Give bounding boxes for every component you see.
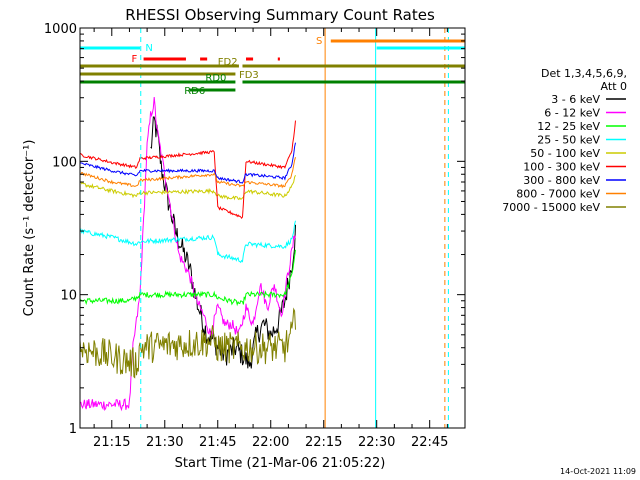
flag-label-fd2: FD2 [218,57,238,68]
series-line-3 [79,220,296,264]
y-tick-label-2: 100 [52,155,77,170]
legend-label-8: 7000 - 15000 keV [502,201,600,214]
legend-label-6: 300 - 800 keV [523,174,600,187]
x-tick-label-1: 21:30 [146,435,183,450]
x-tick-label-3: 22:00 [252,435,289,450]
legend-label-5: 100 - 300 keV [523,161,600,174]
flag-label-rd6: RD6 [184,86,205,97]
legend-label-2: 12 - 25 keV [537,120,600,133]
series-line-5 [79,120,296,220]
chart-title: RHESSI Observing Summary Count Rates [125,6,435,24]
y-tick-label-3: 1000 [44,22,77,37]
series-line-0 [150,116,296,369]
plot-frame [79,27,466,429]
y-tick-label-0: 1 [69,422,77,437]
legend-label-7: 800 - 7000 keV [516,188,600,201]
series-line-7 [79,157,296,189]
x-tick-label-0: 21:15 [93,435,130,450]
x-tick-label-4: 22:15 [305,435,342,450]
series-line-1 [79,97,296,412]
legend-header-0: Det 1,3,4,5,6,9, [541,67,627,80]
legend-label-1: 6 - 12 keV [544,107,600,120]
x-tick-label-5: 22:30 [358,435,395,450]
legend-label-0: 3 - 6 keV [551,93,600,106]
flag-label-rd0: RD0 [205,73,226,84]
x-tick-label-6: 22:45 [411,435,448,450]
legend-header-1: Att 0 [601,80,627,93]
y-tick-label-1: 10 [60,289,77,304]
timestamp: 14-Oct-2021 11:09 [560,467,636,476]
x-tick-label-2: 21:45 [199,435,236,450]
y-axis-label: Count Rate (s⁻¹ detector⁻¹) [22,140,37,317]
legend-label-3: 25 - 50 keV [537,134,600,147]
flag-label-s: S [316,36,322,47]
flag-label-n: N [145,43,152,54]
legend-label-4: 50 - 100 keV [530,147,600,160]
series-line-8 [79,307,296,379]
flag-label-fd3: FD3 [239,70,259,81]
series-line-6 [79,142,296,184]
series-line-2 [79,249,296,307]
series-line-4 [79,174,296,201]
flag-label-f: F [131,54,137,65]
x-axis-label: Start Time (21-Mar-06 21:05:22) [175,456,386,471]
